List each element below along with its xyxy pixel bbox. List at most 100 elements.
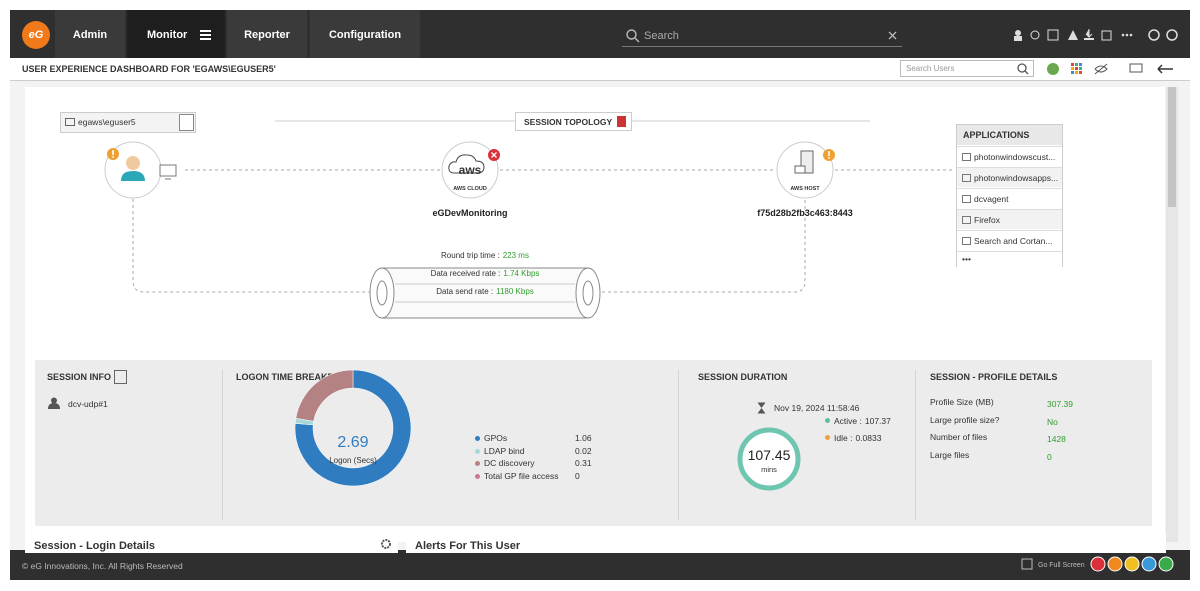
topology-title-box: SESSION TOPOLOGY bbox=[515, 112, 632, 131]
content: egaws\eguser5 SESSION TOPOLOGY aws AWS C… bbox=[10, 81, 1190, 553]
legend-name: GPOs bbox=[484, 433, 508, 443]
logo[interactable]: eG bbox=[22, 21, 50, 49]
legend-dot bbox=[475, 474, 480, 480]
logon-donut bbox=[294, 369, 412, 487]
section-title: SESSION INFO bbox=[47, 372, 112, 382]
metric: Data received rate :1.74 Kbps bbox=[380, 269, 590, 278]
status-icons[interactable] bbox=[1090, 556, 1180, 572]
legend-value: 0 bbox=[575, 471, 580, 482]
app-frame: eG Admin Monitor Reporter Configuration … bbox=[10, 10, 1190, 580]
metric-value: 1.74 Kbps bbox=[503, 269, 540, 278]
search-box[interactable]: Search bbox=[622, 24, 902, 47]
nav-tab[interactable]: Admin bbox=[55, 10, 125, 60]
profile-value: 1428 bbox=[1047, 434, 1066, 445]
divider bbox=[915, 370, 916, 520]
info-icon[interactable] bbox=[114, 370, 127, 384]
title-bar: USER EXPERIENCE DASHBOARD FOR 'EGAWS\EGU… bbox=[10, 58, 1190, 81]
nav-tab[interactable]: Reporter bbox=[227, 10, 307, 60]
user-box: egaws\eguser5 bbox=[60, 112, 196, 133]
application-item: Firefox bbox=[957, 209, 1062, 229]
report-icon[interactable] bbox=[617, 116, 626, 127]
app-icon bbox=[962, 216, 971, 224]
duration-label: Active : bbox=[834, 416, 862, 426]
metric-label: Data received rate : bbox=[430, 269, 501, 278]
applications-title: APPLICATIONS bbox=[957, 125, 1062, 145]
nav-icons[interactable] bbox=[1010, 28, 1182, 42]
profile-value: 307.39 bbox=[1047, 399, 1073, 409]
logon-total: 2.69 bbox=[337, 434, 369, 451]
section-title: LOGON TIME BREAKDOWN bbox=[236, 372, 356, 382]
search-icon bbox=[626, 29, 640, 43]
application-item: Search and Cortan... bbox=[957, 230, 1062, 250]
duration-total: 107.45 bbox=[747, 447, 791, 463]
legend-name: LDAP bind bbox=[484, 445, 525, 456]
session-start: Nov 19, 2024 11:58:46 bbox=[774, 403, 860, 413]
divider bbox=[222, 370, 223, 520]
application-name: Firefox bbox=[974, 215, 1000, 225]
legend-value: 0.02 bbox=[575, 445, 592, 456]
fullscreen-icon[interactable] bbox=[1021, 558, 1033, 570]
search-placeholder: Search bbox=[644, 30, 679, 42]
duration-ring bbox=[737, 427, 801, 491]
profile-label: Number of files bbox=[930, 432, 988, 443]
node-label: f75d28b2fb3c463:8443 bbox=[757, 208, 853, 218]
donut-segment bbox=[294, 369, 412, 487]
host-node bbox=[776, 141, 835, 199]
profile-value: 0 bbox=[1047, 452, 1052, 463]
toolbar-icons[interactable] bbox=[1045, 61, 1185, 77]
application-name: photonwindowsapps... bbox=[974, 173, 1059, 183]
app-icon bbox=[962, 174, 971, 182]
app-icon bbox=[962, 153, 971, 161]
legend-value: 0.31 bbox=[575, 458, 592, 469]
profile-label: Large files bbox=[930, 450, 970, 461]
duration-item: Active :107.37 bbox=[825, 416, 891, 426]
node-label: eGDevMonitoring bbox=[432, 208, 508, 218]
panel-title: Alerts For This User bbox=[415, 540, 521, 552]
scrollbar[interactable] bbox=[1166, 87, 1178, 542]
legend-name: DC discovery bbox=[484, 458, 535, 469]
application-item: photonwindowsapps... bbox=[957, 167, 1062, 187]
user-node bbox=[104, 141, 177, 199]
metric: Data send rate :1180 Kbps bbox=[380, 287, 590, 296]
logout-button[interactable] bbox=[179, 114, 194, 131]
app-icon bbox=[962, 195, 971, 203]
metric-label: Data send rate : bbox=[436, 287, 494, 296]
clear-icon[interactable] bbox=[888, 31, 897, 40]
legend-value: 1.06 bbox=[575, 433, 592, 443]
donut-segment bbox=[295, 369, 354, 422]
scroll-thumb[interactable] bbox=[1168, 87, 1176, 207]
legend-dot bbox=[825, 418, 830, 423]
application-name: photonwindowscust... bbox=[974, 152, 1056, 162]
settings-icon[interactable] bbox=[380, 538, 392, 550]
info-row: SESSION INFO dcv-udp#1 LOGON TIME BREAKD… bbox=[35, 360, 1152, 526]
user-icon bbox=[48, 397, 60, 409]
more-applications: ••• bbox=[957, 251, 1062, 271]
alerts-panel: Alerts For This User bbox=[406, 533, 1166, 553]
connector-lines bbox=[132, 169, 955, 293]
session-name: dcv-udp#1 bbox=[68, 399, 108, 409]
application-item: dcvagent bbox=[957, 188, 1062, 208]
section-title: SESSION - PROFILE DETAILS bbox=[930, 372, 1058, 382]
application-name: dcvagent bbox=[974, 194, 1009, 204]
hourglass-icon bbox=[757, 402, 766, 414]
menu-icon[interactable] bbox=[200, 30, 212, 40]
fullscreen-label[interactable]: Go Full Screen bbox=[1038, 562, 1085, 569]
metric-label: Round trip time : bbox=[441, 251, 500, 260]
copyright: © eG Innovations, Inc. All Rights Reserv… bbox=[22, 561, 183, 571]
duration-label: Idle : bbox=[834, 433, 853, 443]
cloud-node bbox=[441, 141, 500, 199]
legend-dot bbox=[475, 436, 480, 441]
search-icon bbox=[1017, 63, 1029, 75]
logon-total-label: Logon (Secs) bbox=[329, 456, 377, 465]
user-search-placeholder: Search Users bbox=[906, 64, 955, 73]
user-box-icon bbox=[65, 118, 75, 126]
nav-tab[interactable]: Configuration bbox=[310, 10, 420, 60]
login-details-panel: Session - Login Details bbox=[25, 533, 398, 553]
legend-dot bbox=[475, 461, 480, 467]
application-name: Search and Cortan... bbox=[974, 236, 1053, 246]
metric-value: 223 ms bbox=[502, 251, 529, 260]
user-name: egaws\eguser5 bbox=[78, 117, 136, 127]
applications: APPLICATIONS photonwindowscust... photonw… bbox=[956, 124, 1063, 271]
user-search[interactable]: Search Users bbox=[900, 60, 1034, 77]
